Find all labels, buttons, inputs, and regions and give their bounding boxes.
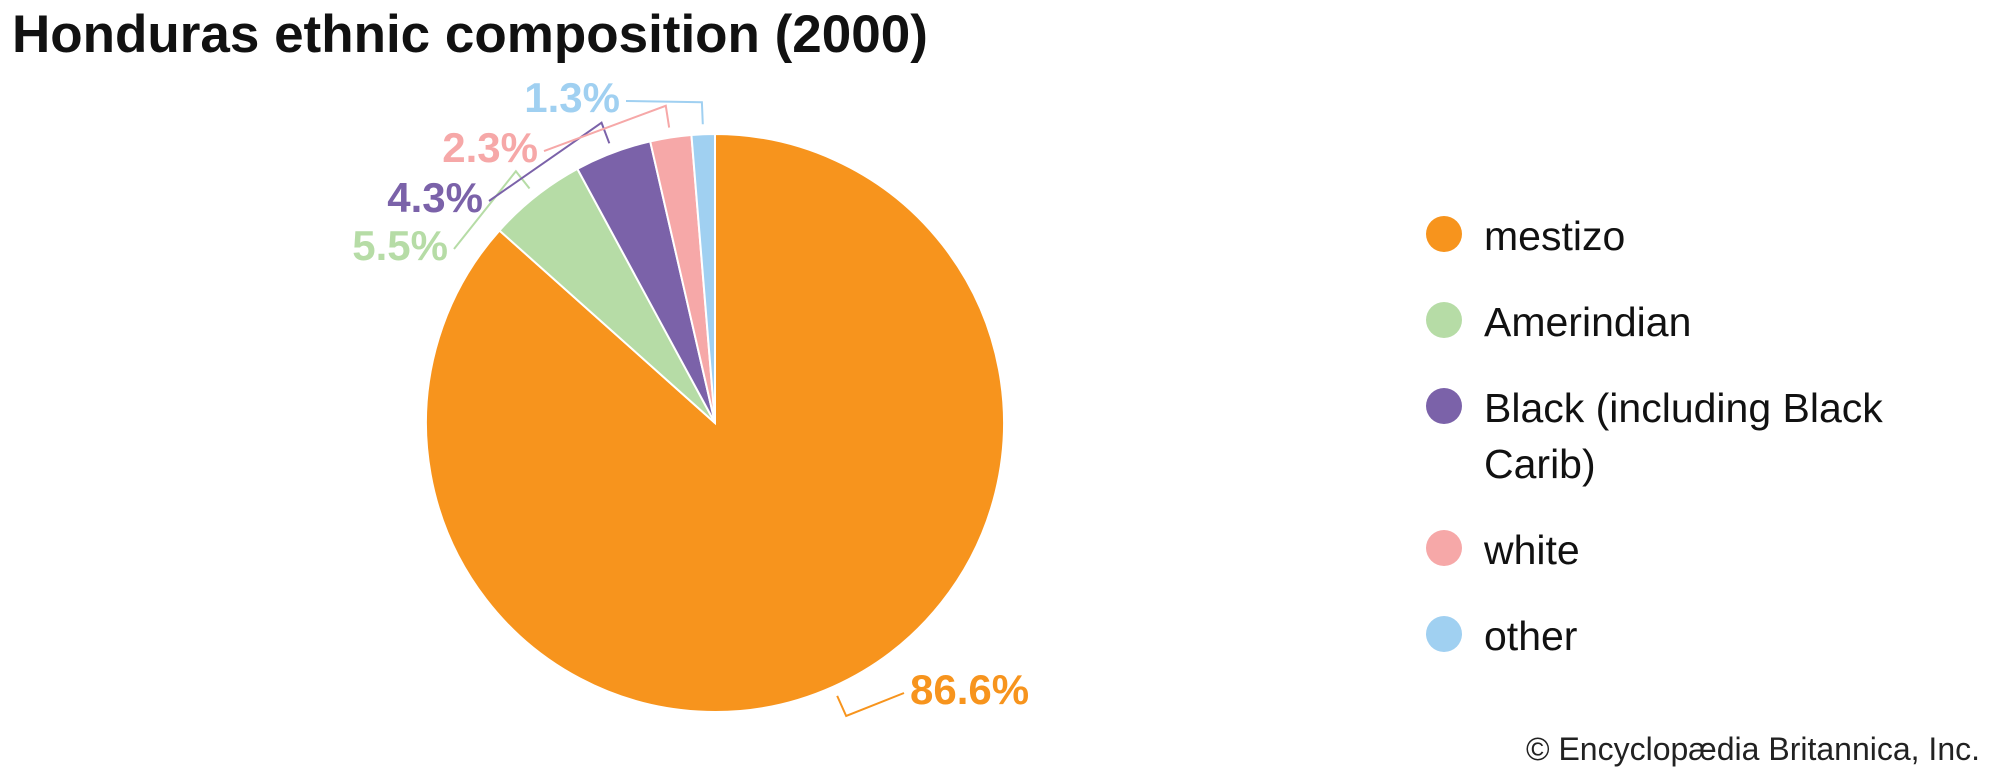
leader-line	[836, 692, 905, 718]
legend-item: other	[1426, 608, 1924, 664]
legend-swatch	[1426, 216, 1462, 252]
legend: mestizo Amerindian Black (including Black …	[1426, 208, 1924, 694]
data-label: 1.3%	[524, 74, 620, 121]
legend-item: white	[1426, 522, 1924, 578]
legend-item: Amerindian	[1426, 294, 1924, 350]
data-label: 2.3%	[442, 124, 538, 171]
legend-label: other	[1484, 613, 1578, 659]
legend-item: mestizo	[1426, 208, 1924, 264]
chart-title: Honduras ethnic composition (2000)	[12, 5, 928, 64]
leader-line	[488, 121, 611, 202]
data-label: 4.3%	[387, 174, 483, 221]
legend-swatch	[1426, 388, 1462, 424]
pie-slice	[690, 132, 716, 424]
data-label: 86.6%	[910, 666, 1029, 713]
legend-item: Black (including Black Carib)	[1426, 380, 1924, 492]
legend-swatch	[1426, 530, 1462, 566]
leader-line	[453, 169, 531, 250]
legend-swatch	[1426, 302, 1462, 338]
legend-label: Amerindian	[1484, 299, 1692, 345]
leader-line	[543, 104, 671, 152]
legend-label: mestizo	[1484, 213, 1626, 259]
credit: © Encyclopædia Britannica, Inc.	[1525, 731, 1980, 767]
pie-slice	[425, 132, 1005, 713]
leader-line	[625, 100, 704, 125]
legend-label: white	[1484, 527, 1580, 573]
data-label: 5.5%	[352, 222, 448, 269]
legend-swatch	[1426, 616, 1462, 652]
legend-label: Black (including Black Carib)	[1484, 385, 1883, 487]
